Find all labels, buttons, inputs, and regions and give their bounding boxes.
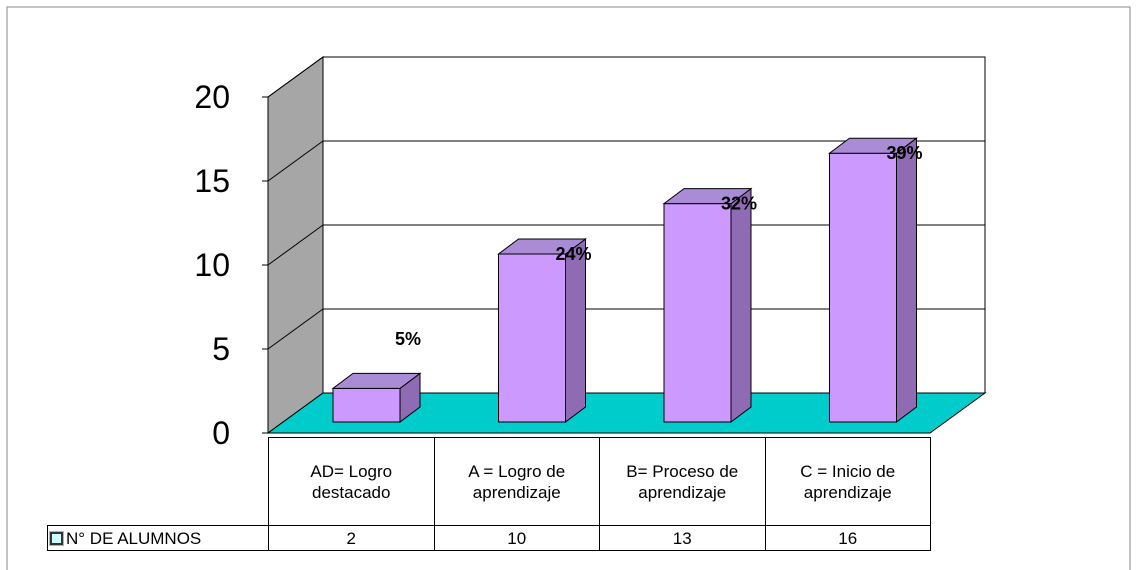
bar-annotation: 5% — [395, 329, 421, 349]
value-cell: 13 — [599, 525, 766, 551]
grid-line — [267, 308, 324, 350]
bar-top — [662, 188, 753, 205]
category-cell: AD= Logro destacado — [268, 437, 435, 526]
bar-top — [828, 137, 918, 154]
bar-annotation: 32% — [721, 194, 757, 214]
bar — [662, 187, 753, 423]
bar-top — [497, 238, 587, 255]
bar-front — [498, 253, 566, 423]
grid-line — [267, 224, 324, 266]
bar-top — [331, 372, 422, 389]
bar-side — [565, 238, 586, 423]
y-tick-label: 0 — [212, 415, 230, 451]
bar-annotation: 39% — [886, 143, 922, 163]
bar-side — [730, 187, 752, 423]
y-tick-label: 5 — [212, 331, 230, 367]
bar — [828, 137, 918, 423]
value-cell: 16 — [764, 525, 931, 551]
y-tick-label: 20 — [194, 79, 230, 115]
bar-side — [896, 137, 917, 423]
chart-frame — [6, 6, 1131, 570]
legend-label: N° DE ALUMNOS — [66, 528, 202, 548]
legend-swatch — [49, 530, 64, 546]
value-cell: 2 — [268, 525, 435, 551]
floor — [266, 392, 987, 434]
legend-cell: N° DE ALUMNOS — [47, 525, 269, 551]
bar-front — [332, 387, 401, 423]
bar-annotation: 24% — [555, 244, 591, 264]
value-cell: 10 — [433, 525, 600, 551]
bar-front — [829, 152, 897, 423]
y-tick-label: 15 — [194, 163, 230, 199]
bar-front — [663, 203, 732, 423]
grid-line — [267, 140, 324, 182]
category-cell: C = Inicio de aprendizaje — [764, 437, 931, 526]
category-cell: B= Proceso de aprendizaje — [599, 437, 766, 526]
bar — [331, 372, 422, 423]
grid-line — [267, 56, 324, 98]
category-cell: A = Logro de aprendizaje — [433, 437, 600, 526]
bar — [497, 238, 587, 423]
y-tick-label: 10 — [194, 247, 230, 283]
